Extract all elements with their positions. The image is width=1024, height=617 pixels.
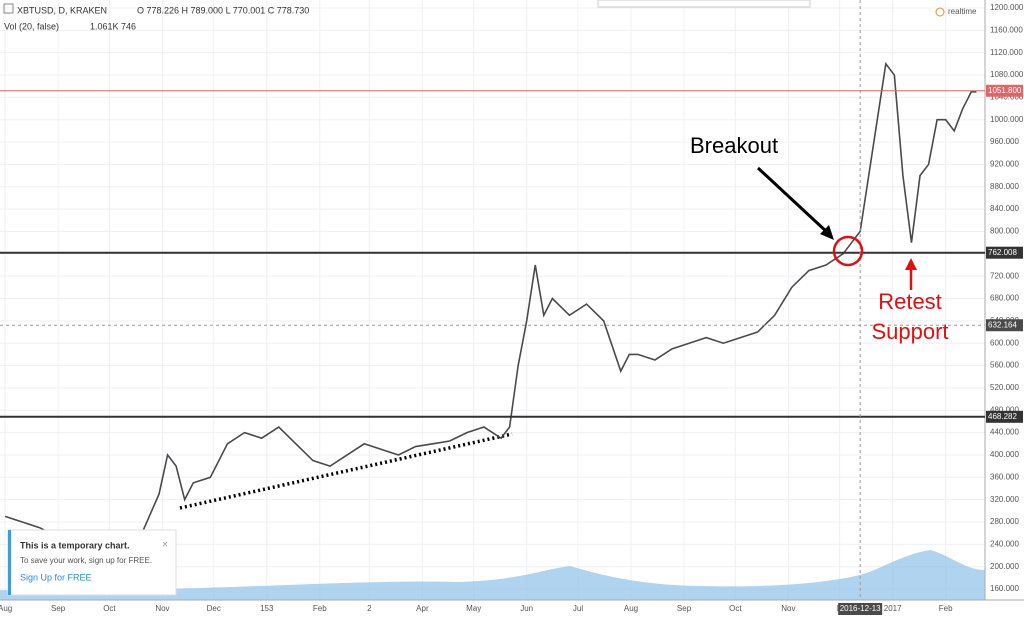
- y-tick-label: 480.000: [990, 405, 1019, 414]
- crosshair-y-tag: [986, 319, 1023, 332]
- y-tick-label: 1160.000: [990, 25, 1023, 34]
- level-tag: [986, 410, 1023, 423]
- realtime: realtime: [948, 7, 977, 16]
- y-tick-label: 160.000: [990, 584, 1019, 593]
- x-tick-label: 2: [367, 604, 372, 613]
- popup-close[interactable]: ×: [162, 540, 168, 551]
- volume-label: Vol (20, false): [4, 21, 59, 31]
- x-tick-label: May: [466, 604, 481, 613]
- y-tick-label: 520.000: [990, 383, 1019, 392]
- level-label: 762.008: [988, 248, 1017, 257]
- y-tick-label: 320.000: [990, 495, 1019, 504]
- realtime-icon: [935, 7, 945, 17]
- y-tick-label: 800.000: [990, 227, 1019, 236]
- price-line: [4, 61, 977, 548]
- x-tick-label: Apr: [416, 604, 429, 613]
- x-tick-label: 2017: [884, 604, 902, 613]
- trend-line: [179, 432, 513, 510]
- y-tick-label: 1040.000: [990, 92, 1024, 101]
- popup-title: This is a temporary chart.: [20, 540, 130, 550]
- x-tick-label: Oct: [103, 604, 116, 613]
- breakout-arrow: [756, 166, 830, 235]
- x-tick-label: 153: [260, 604, 274, 613]
- crosshair-x-label: 2016-12-13: [840, 604, 881, 613]
- x-tick-label: Oct: [729, 604, 742, 613]
- y-tick-label: 360.000: [990, 472, 1019, 481]
- top-box: [597, 0, 811, 8]
- crosshair-x-tag: [838, 603, 883, 615]
- volume-area: [0, 550, 985, 600]
- x-tick-label: Aug: [0, 604, 12, 613]
- menu-icon[interactable]: [3, 3, 14, 14]
- popup-accent: [8, 530, 11, 595]
- x-tick-label: Jul: [573, 604, 583, 613]
- level-label: 1051.800: [988, 86, 1022, 95]
- popup-box: [7, 529, 177, 596]
- crosshair-y-label: 632.164: [988, 320, 1017, 329]
- popup-link[interactable]: Sign Up for FREE: [20, 572, 92, 582]
- x-tick-label: Nov: [155, 604, 169, 613]
- x-tick-label: Aug: [624, 604, 638, 613]
- y-tick-label: 720.000: [990, 271, 1019, 280]
- ohlc: O 778.226 H 789.000 L 770.001 C 778.730: [137, 5, 309, 15]
- breakout-label: Breakout: [690, 133, 778, 158]
- x-tick-label: Dec: [207, 604, 221, 613]
- x-tick-label: Sep: [51, 604, 66, 613]
- retest-arrowhead: [905, 258, 917, 270]
- x-tick-label: Sep: [677, 604, 692, 613]
- x-tick-label: Nov: [781, 604, 795, 613]
- y-tick-label: 680.000: [990, 294, 1019, 303]
- y-tick-label: 400.000: [990, 450, 1019, 459]
- y-tick-label: 840.000: [990, 204, 1019, 213]
- y-tick-label: 960.000: [990, 137, 1019, 146]
- y-tick-label: 200.000: [990, 562, 1019, 571]
- y-tick-label: 1080.000: [990, 70, 1024, 79]
- y-tick-label: 1200.000: [990, 3, 1024, 12]
- grid: [0, 0, 985, 600]
- y-tick-label: 1000.000: [990, 115, 1024, 124]
- x-tick-label: Feb: [939, 604, 953, 613]
- y-tick-label: 240.000: [990, 539, 1019, 548]
- y-tick-label: 880.000: [990, 182, 1019, 191]
- price-axis: [985, 0, 1024, 617]
- y-tick-label: 1120.000: [990, 48, 1023, 57]
- y-tick-label: 440.000: [990, 428, 1019, 437]
- x-tick-label: Jun: [520, 604, 533, 613]
- retest-label: Retest: [878, 289, 942, 314]
- breakout-arrowhead: [820, 225, 834, 240]
- y-tick-label: 560.000: [990, 361, 1019, 370]
- retest-label: Support: [871, 319, 948, 344]
- volume-values: 1.061K 746: [90, 21, 136, 31]
- level-label: 468.282: [988, 412, 1017, 421]
- y-tick-label: 280.000: [990, 517, 1019, 526]
- x-tick-label: Feb: [313, 604, 327, 613]
- symbol: XBTUSD, D, KRAKEN: [17, 5, 107, 15]
- level-tag: [986, 84, 1023, 97]
- y-tick-label: 600.000: [990, 338, 1019, 347]
- y-tick-label: 920.000: [990, 160, 1019, 169]
- popup: This is a temporary chart. To save your …: [7, 529, 177, 596]
- popup-text: To save your work, sign up for FREE.: [20, 556, 152, 565]
- level-tag: [986, 246, 1023, 259]
- breakout-circle: [832, 235, 864, 267]
